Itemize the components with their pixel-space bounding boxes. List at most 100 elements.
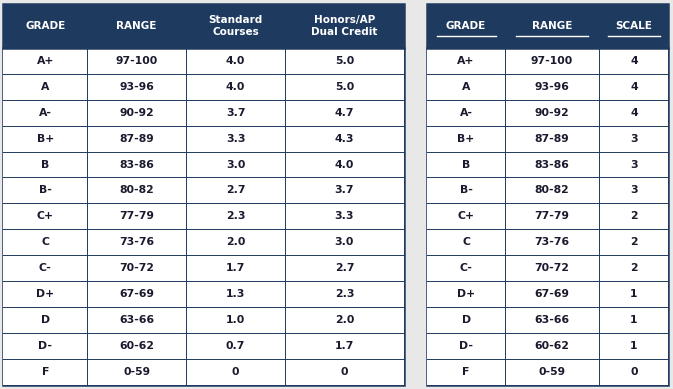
Text: 67-69: 67-69 [119, 289, 154, 299]
Text: B+: B+ [458, 133, 474, 144]
Text: 67-69: 67-69 [534, 289, 569, 299]
Text: F: F [462, 367, 470, 377]
Text: 73-76: 73-76 [119, 237, 154, 247]
Text: 5.0: 5.0 [334, 82, 354, 92]
Text: C+: C+ [458, 211, 474, 221]
Text: 3.0: 3.0 [226, 159, 245, 170]
Text: RANGE: RANGE [532, 21, 572, 31]
Text: C-: C- [460, 263, 472, 273]
Text: 4.0: 4.0 [334, 159, 354, 170]
Text: Honors/AP
Dual Credit: Honors/AP Dual Credit [311, 15, 378, 37]
Text: F: F [42, 367, 49, 377]
Text: D: D [40, 315, 50, 325]
Text: 80-82: 80-82 [119, 186, 154, 195]
Text: 90-92: 90-92 [119, 108, 154, 117]
Bar [427, 281, 668, 307]
Text: 97-100: 97-100 [531, 56, 573, 66]
Text: 1.7: 1.7 [226, 263, 245, 273]
Text: 4: 4 [630, 56, 638, 66]
Text: 1: 1 [630, 315, 637, 325]
Text: 87-89: 87-89 [535, 133, 569, 144]
Text: GRADE: GRADE [446, 21, 486, 31]
Bar [3, 74, 404, 100]
Bar [3, 126, 404, 152]
Text: 83-86: 83-86 [119, 159, 154, 170]
Bar [427, 333, 668, 359]
Text: B-: B- [460, 186, 472, 195]
Text: SCALE: SCALE [615, 21, 652, 31]
Text: 93-96: 93-96 [119, 82, 154, 92]
Text: D+: D+ [457, 289, 475, 299]
Text: 3.0: 3.0 [334, 237, 354, 247]
Text: 1: 1 [630, 289, 637, 299]
Text: 2.0: 2.0 [226, 237, 245, 247]
Text: 97-100: 97-100 [116, 56, 157, 66]
Text: A+: A+ [458, 56, 474, 66]
Text: 4: 4 [630, 108, 638, 117]
Text: 63-66: 63-66 [119, 315, 154, 325]
Text: 2.3: 2.3 [226, 211, 245, 221]
Text: C-: C- [39, 263, 52, 273]
Bar [427, 359, 668, 385]
Text: 3.7: 3.7 [334, 186, 354, 195]
Text: 90-92: 90-92 [535, 108, 569, 117]
Bar [427, 230, 668, 255]
Text: 4.3: 4.3 [334, 133, 354, 144]
Text: D: D [462, 315, 470, 325]
Text: B: B [41, 159, 49, 170]
Bar [3, 281, 404, 307]
Text: 80-82: 80-82 [535, 186, 569, 195]
Bar [3, 152, 404, 177]
Text: 0: 0 [630, 367, 637, 377]
Text: 3.7: 3.7 [226, 108, 245, 117]
Text: 2.7: 2.7 [226, 186, 245, 195]
Text: 63-66: 63-66 [534, 315, 569, 325]
Text: 4.0: 4.0 [226, 56, 245, 66]
Bar [3, 307, 404, 333]
Bar [3, 255, 404, 281]
Text: 93-96: 93-96 [534, 82, 569, 92]
Text: B-: B- [39, 186, 52, 195]
Bar [427, 177, 668, 203]
Text: 77-79: 77-79 [119, 211, 154, 221]
Bar [427, 152, 668, 177]
Text: A: A [41, 82, 49, 92]
Text: D-: D- [459, 341, 473, 351]
Bar [427, 203, 668, 230]
Bar [3, 203, 404, 230]
Text: A: A [462, 82, 470, 92]
Text: 5.0: 5.0 [334, 56, 354, 66]
Text: 0: 0 [341, 367, 348, 377]
Text: 87-89: 87-89 [119, 133, 154, 144]
Text: 3.3: 3.3 [334, 211, 354, 221]
Text: 4.0: 4.0 [226, 82, 245, 92]
Text: 2: 2 [630, 211, 638, 221]
Text: D-: D- [38, 341, 52, 351]
Text: C: C [462, 237, 470, 247]
Bar [427, 307, 668, 333]
Bar [3, 177, 404, 203]
Text: RANGE: RANGE [116, 21, 157, 31]
Text: A-: A- [39, 108, 52, 117]
Text: 70-72: 70-72 [534, 263, 569, 273]
Text: 0-59: 0-59 [538, 367, 566, 377]
Text: 0-59: 0-59 [123, 367, 150, 377]
Text: 2: 2 [630, 263, 638, 273]
Text: 77-79: 77-79 [534, 211, 569, 221]
Text: A-: A- [460, 108, 472, 117]
Text: A+: A+ [36, 56, 54, 66]
Text: 1: 1 [630, 341, 637, 351]
Text: 0.7: 0.7 [226, 341, 245, 351]
Text: B: B [462, 159, 470, 170]
Text: 1.7: 1.7 [334, 341, 354, 351]
Text: D+: D+ [36, 289, 55, 299]
Text: 83-86: 83-86 [534, 159, 569, 170]
Text: 60-62: 60-62 [534, 341, 569, 351]
Text: C: C [41, 237, 49, 247]
Bar [427, 4, 668, 48]
Bar [427, 126, 668, 152]
Text: 2: 2 [630, 237, 638, 247]
Bar [427, 74, 668, 100]
Bar [427, 255, 668, 281]
Text: 2.7: 2.7 [334, 263, 354, 273]
